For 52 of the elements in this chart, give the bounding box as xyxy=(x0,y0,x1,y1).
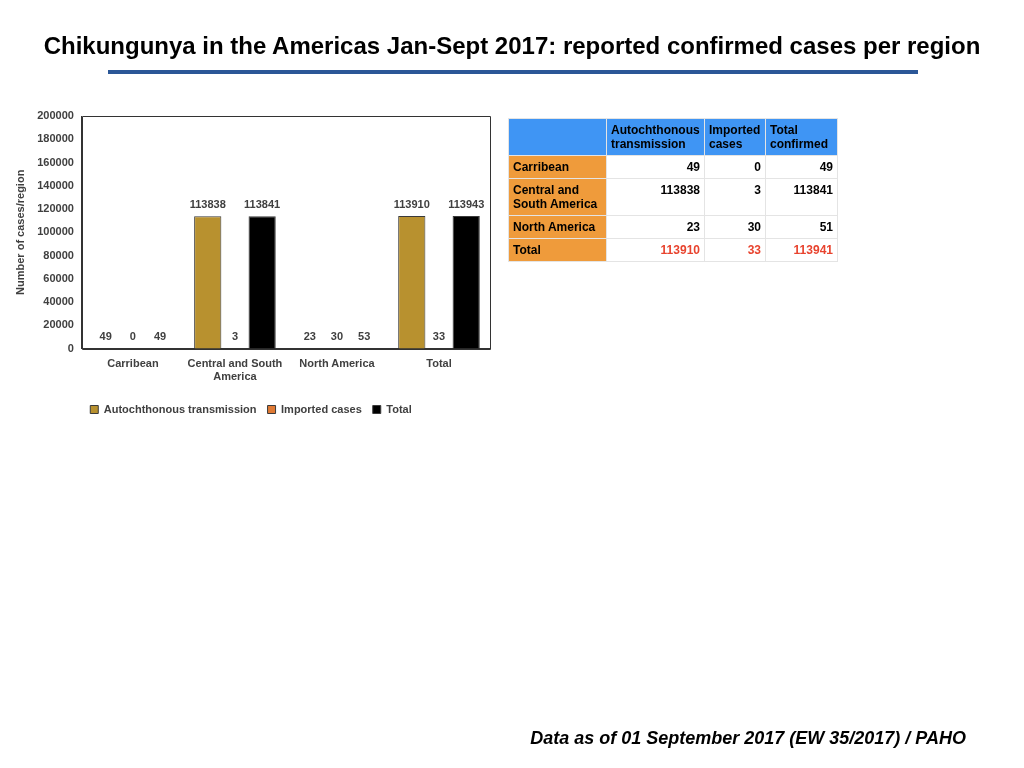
legend-label: Imported cases xyxy=(281,402,362,415)
y-tick-label: 160000 xyxy=(37,155,74,168)
data-label: 113841 xyxy=(765,178,838,216)
category-label: Carribean xyxy=(508,155,607,179)
data-label: 49 xyxy=(765,155,838,179)
x-tick-label: North America xyxy=(299,357,376,370)
y-tick-label: 140000 xyxy=(37,178,74,191)
data-label: 23 xyxy=(606,215,705,239)
data-label: 113941 xyxy=(765,238,838,262)
x-tick-label: Total xyxy=(426,357,452,370)
y-tick-label: 20000 xyxy=(43,318,74,331)
data-label: 113943 xyxy=(448,197,485,210)
data-label: 3 xyxy=(231,330,238,343)
legend-label: Total xyxy=(386,402,412,415)
data-label: 51 xyxy=(765,215,838,239)
data-label: 49 xyxy=(154,330,167,343)
y-tick-label: 80000 xyxy=(43,248,74,261)
data-label: 30 xyxy=(330,330,344,343)
x-tick-label: Central and South America xyxy=(187,357,283,383)
data-label: 113910 xyxy=(606,238,705,262)
data-label: 33 xyxy=(704,238,766,262)
data-label: 113838 xyxy=(189,197,226,210)
series-label: Total confirmed xyxy=(765,118,838,156)
text: Data as of 01 September 2017 (EW 35/2017) / PAHO xyxy=(530,728,966,749)
data-label: 49 xyxy=(606,155,705,179)
data-label: 23 xyxy=(303,330,316,343)
series-label: Autochthonous transmission xyxy=(606,118,705,156)
data-label: 0 xyxy=(129,330,136,343)
y-tick-label: 60000 xyxy=(43,271,74,284)
y-tick-label: 200000 xyxy=(37,109,74,122)
data-label: 0 xyxy=(704,155,766,179)
legend-label: Autochthonous transmission xyxy=(103,402,257,415)
data-label: 113841 xyxy=(244,197,281,210)
series-label: Imported cases xyxy=(704,118,766,156)
category-label: Central and South America xyxy=(508,178,607,216)
category-label: North America xyxy=(508,215,607,239)
data-label: 33 xyxy=(432,330,446,343)
y-tick-label: 120000 xyxy=(37,202,74,215)
data-label: 53 xyxy=(358,330,371,343)
x-tick-label: Carribean xyxy=(107,357,159,370)
y-tick-label: 180000 xyxy=(37,132,74,145)
data-label: 3 xyxy=(704,178,766,216)
data-label: 113838 xyxy=(606,178,705,216)
chart-title: Chikungunya in the Americas Jan-Sept 2017: reported confirmed cases per region xyxy=(42,31,982,61)
y-axis-title: Number of cases/region xyxy=(13,169,26,295)
category-label: Total xyxy=(508,238,607,262)
y-tick-label: 40000 xyxy=(43,295,74,308)
y-tick-label: 0 xyxy=(67,341,74,354)
data-label: 30 xyxy=(704,215,766,239)
data-label: 49 xyxy=(99,330,112,343)
data-label: 113910 xyxy=(393,197,430,210)
y-tick-label: 100000 xyxy=(37,225,74,238)
